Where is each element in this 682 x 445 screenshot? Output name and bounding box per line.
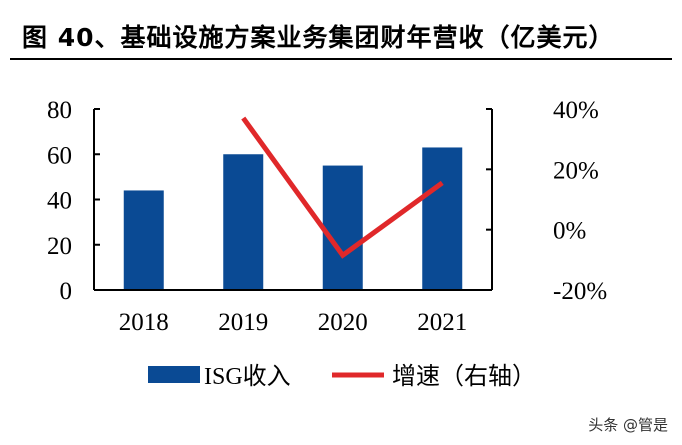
x-tick-label: 2018 [119, 309, 169, 336]
left-tick-label: 20 [47, 233, 72, 260]
legend-label-growth: 增速（右轴） [392, 363, 536, 390]
watermark: 头条 @管是 [588, 416, 668, 434]
x-tick-label: 2021 [417, 309, 467, 336]
right-tick-label: 0% [553, 218, 586, 245]
right-tick-label: 40% [553, 97, 599, 124]
x-tick-label: 2020 [318, 309, 368, 336]
x-tick-label: 2019 [218, 309, 268, 336]
bar-2020 [322, 165, 363, 290]
left-tick-label: 40 [47, 188, 72, 215]
right-tick-label: -20% [553, 278, 607, 305]
left-tick-label: 80 [47, 97, 72, 124]
legend-label-isg: ISG收入 [204, 363, 291, 390]
right-tick-label: 20% [553, 157, 599, 184]
bar-2018 [123, 190, 164, 290]
bar-2019 [223, 154, 264, 290]
chart-title: 图 40、基础设施方案业务集团财年营收（亿美元） [22, 23, 615, 52]
legend-swatch-isg [148, 366, 200, 383]
title-rule [10, 58, 672, 60]
bar-2021 [422, 147, 463, 290]
left-tick-label: 60 [47, 142, 72, 169]
left-tick-label: 0 [60, 278, 73, 305]
